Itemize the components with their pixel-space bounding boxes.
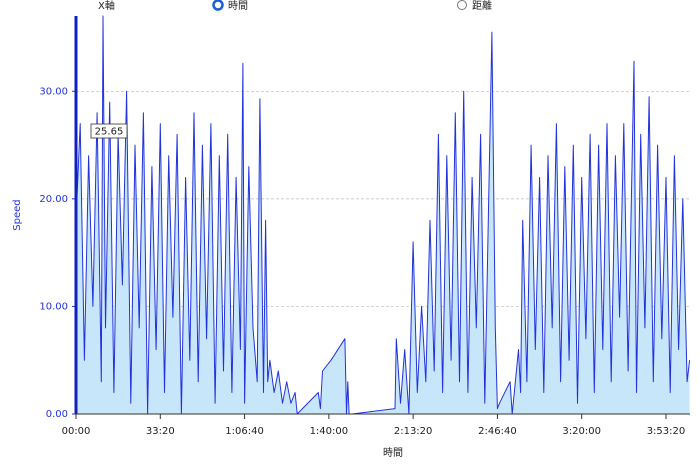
x-tick-label: 2:13:20 [394,426,433,437]
y-tick-label: 20.00 [39,194,68,205]
radio-label[interactable]: 時間 [228,0,248,12]
y-tick-label: 10.00 [39,301,68,312]
x-tick-label: 33:20 [146,426,175,437]
x-tick-label: 2:46:40 [478,426,517,437]
x-tick-label: 1:40:00 [310,426,349,437]
radio-button[interactable] [212,0,224,11]
y-tick-label: 0.00 [46,409,68,420]
radio-button[interactable] [457,0,467,10]
y-axis-label: Speed [12,199,23,230]
tooltip-text: 25.65 [95,127,124,138]
axis-control-label: X軸 [98,0,115,12]
x-tick-label: 3:53:20 [647,426,686,437]
x-tick-label: 3:20:00 [562,426,601,437]
y-tick-label: 30.00 [39,86,68,97]
x-tick-label: 00:00 [62,426,91,437]
radio-label[interactable]: 距離 [472,0,492,12]
x-axis-label: 時間 [383,447,403,459]
line [75,15,691,415]
tooltip-box [90,123,128,139]
x-tick-label: 1:06:40 [225,426,264,437]
